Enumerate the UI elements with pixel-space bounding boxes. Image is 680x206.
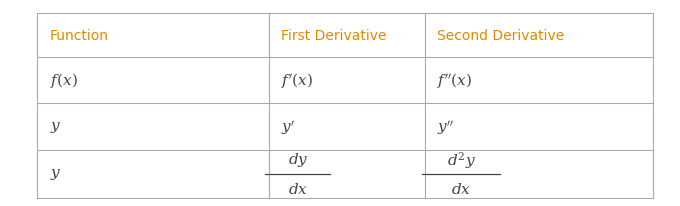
- Text: Second Derivative: Second Derivative: [437, 29, 564, 43]
- Text: $d^2y$: $d^2y$: [447, 149, 475, 170]
- Text: Function: Function: [50, 29, 109, 43]
- Text: $y$: $y$: [50, 119, 61, 134]
- Text: $y$: $y$: [50, 167, 61, 181]
- Text: $f''(x)$: $f''(x)$: [437, 71, 473, 90]
- Text: $y'$: $y'$: [281, 117, 296, 136]
- Text: $f(x)$: $f(x)$: [50, 71, 78, 90]
- Text: $dx$: $dx$: [288, 181, 308, 196]
- Text: $y''$: $y''$: [437, 117, 455, 136]
- Text: $dy$: $dy$: [288, 151, 308, 169]
- Text: $f'(x)$: $f'(x)$: [281, 71, 313, 90]
- Text: $dx$: $dx$: [451, 181, 471, 196]
- Text: First Derivative: First Derivative: [281, 29, 386, 43]
